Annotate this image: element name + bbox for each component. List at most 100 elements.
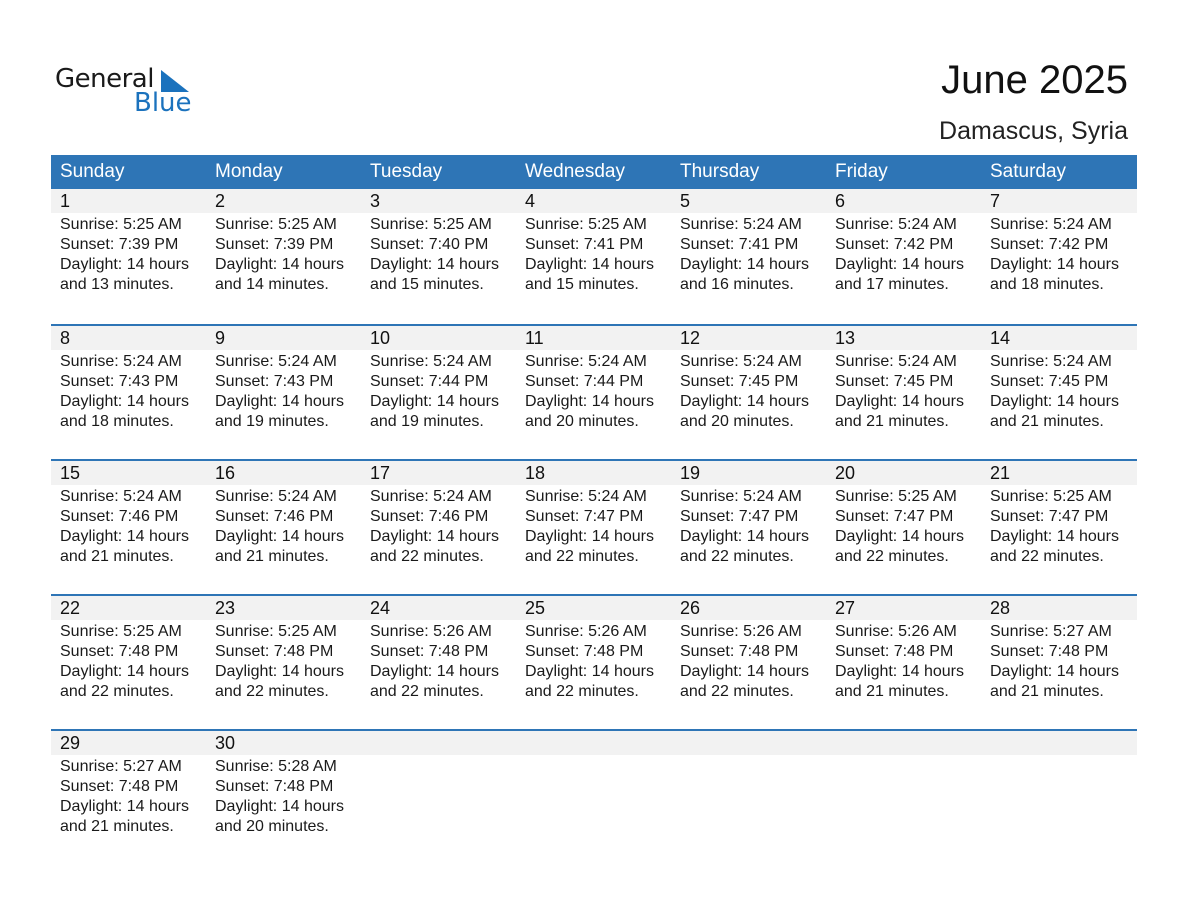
week-row: 15 Sunrise: 5:24 AM Sunset: 7:46 PM Dayligh… <box>51 459 1137 594</box>
sunrise-text: Sunrise: 5:27 AM <box>60 758 182 775</box>
daylight-text: Daylight: 14 hours <box>370 256 499 273</box>
sunset-text: Sunset: 7:46 PM <box>60 508 179 525</box>
daylight-text: Daylight: 14 hours <box>680 393 809 410</box>
day-number: 6 <box>835 191 846 211</box>
daylight-text: Daylight: 14 hours <box>215 256 344 273</box>
day-number: 17 <box>370 463 391 483</box>
sunset-text: Sunset: 7:46 PM <box>215 508 334 525</box>
daylight-minutes-text: and 22 minutes. <box>525 548 639 565</box>
sunset-text: Sunset: 7:39 PM <box>215 236 334 253</box>
sunset-text: Sunset: 7:41 PM <box>525 236 644 253</box>
day-cell: 18 Sunrise: 5:24 AM Sunset: 7:47 PM Dayligh… <box>516 461 671 594</box>
sunset-text: Sunset: 7:43 PM <box>60 373 179 390</box>
daylight-text: Daylight: 14 hours <box>60 663 189 680</box>
day-cell: 17 Sunrise: 5:24 AM Sunset: 7:46 PM Dayligh… <box>361 461 516 594</box>
sunrise-text: Sunrise: 5:25 AM <box>215 623 337 640</box>
sunrise-text: Sunrise: 5:25 AM <box>835 488 957 505</box>
day-cell: 27 Sunrise: 5:26 AM Sunset: 7:48 PM Dayligh… <box>826 596 981 729</box>
day-cell: 15 Sunrise: 5:24 AM Sunset: 7:46 PM Dayligh… <box>51 461 206 594</box>
day-number: 2 <box>215 191 226 211</box>
weekday-2: Tuesday <box>370 161 443 182</box>
location: Damascus, Syria <box>939 117 1128 145</box>
day-cell: 7 Sunrise: 5:24 AM Sunset: 7:42 PM Daylight… <box>981 189 1136 324</box>
day-number-band <box>51 596 1137 620</box>
sunset-text: Sunset: 7:45 PM <box>680 373 799 390</box>
daylight-text: Daylight: 14 hours <box>370 663 499 680</box>
logo-text-general: General <box>55 64 154 94</box>
day-number: 7 <box>990 191 1001 211</box>
day-number: 18 <box>525 463 546 483</box>
daylight-text: Daylight: 14 hours <box>990 528 1119 545</box>
sunrise-text: Sunrise: 5:24 AM <box>370 353 492 370</box>
daylight-minutes-text: and 14 minutes. <box>215 276 329 293</box>
daylight-minutes-text: and 15 minutes. <box>370 276 484 293</box>
week-row: 29 Sunrise: 5:27 AM Sunset: 7:48 PM Dayligh… <box>51 729 1137 864</box>
sunrise-text: Sunrise: 5:26 AM <box>835 623 957 640</box>
daylight-text: Daylight: 14 hours <box>525 663 654 680</box>
day-number: 13 <box>835 328 856 348</box>
sunrise-text: Sunrise: 5:24 AM <box>370 488 492 505</box>
week-row: 1 Sunrise: 5:25 AM Sunset: 7:39 PM Daylight… <box>51 189 1137 324</box>
day-cell: 20 Sunrise: 5:25 AM Sunset: 7:47 PM Dayligh… <box>826 461 981 594</box>
daylight-text: Daylight: 14 hours <box>60 798 189 815</box>
daylight-minutes-text: and 16 minutes. <box>680 276 794 293</box>
day-cell <box>361 731 516 864</box>
day-cell: 22 Sunrise: 5:25 AM Sunset: 7:48 PM Dayligh… <box>51 596 206 729</box>
daylight-text: Daylight: 14 hours <box>215 393 344 410</box>
sunrise-text: Sunrise: 5:24 AM <box>525 353 647 370</box>
sunset-text: Sunset: 7:41 PM <box>680 236 799 253</box>
daylight-text: Daylight: 14 hours <box>835 663 964 680</box>
sunset-text: Sunset: 7:43 PM <box>215 373 334 390</box>
daylight-minutes-text: and 22 minutes. <box>60 683 174 700</box>
daylight-text: Daylight: 14 hours <box>680 528 809 545</box>
sunset-text: Sunset: 7:48 PM <box>525 643 644 660</box>
daylight-text: Daylight: 14 hours <box>60 528 189 545</box>
sunrise-text: Sunrise: 5:24 AM <box>680 488 802 505</box>
day-cell: 21 Sunrise: 5:25 AM Sunset: 7:47 PM Dayligh… <box>981 461 1136 594</box>
day-number: 23 <box>215 598 236 618</box>
sunrise-text: Sunrise: 5:25 AM <box>60 623 182 640</box>
daylight-text: Daylight: 14 hours <box>680 256 809 273</box>
day-number: 25 <box>525 598 546 618</box>
daylight-minutes-text: and 22 minutes. <box>680 548 794 565</box>
sunrise-text: Sunrise: 5:24 AM <box>215 353 337 370</box>
sunset-text: Sunset: 7:48 PM <box>680 643 799 660</box>
daylight-text: Daylight: 14 hours <box>370 393 499 410</box>
logo-text-blue: Blue <box>134 88 192 118</box>
day-cell: 4 Sunrise: 5:25 AM Sunset: 7:41 PM Daylight… <box>516 189 671 324</box>
sunset-text: Sunset: 7:48 PM <box>215 643 334 660</box>
day-number: 16 <box>215 463 236 483</box>
daylight-text: Daylight: 14 hours <box>680 663 809 680</box>
day-cell <box>671 731 826 864</box>
generalblue-logo: General Blue <box>55 64 195 120</box>
daylight-minutes-text: and 19 minutes. <box>215 413 329 430</box>
sunrise-text: Sunrise: 5:25 AM <box>370 216 492 233</box>
day-cell: 3 Sunrise: 5:25 AM Sunset: 7:40 PM Daylight… <box>361 189 516 324</box>
day-number: 1 <box>60 191 71 211</box>
sunset-text: Sunset: 7:44 PM <box>370 373 489 390</box>
day-cell <box>981 731 1136 864</box>
daylight-minutes-text: and 22 minutes. <box>370 548 484 565</box>
day-number: 27 <box>835 598 856 618</box>
daylight-text: Daylight: 14 hours <box>990 256 1119 273</box>
day-cell: 2 Sunrise: 5:25 AM Sunset: 7:39 PM Daylight… <box>206 189 361 324</box>
day-cell: 23 Sunrise: 5:25 AM Sunset: 7:48 PM Dayligh… <box>206 596 361 729</box>
day-cell: 8 Sunrise: 5:24 AM Sunset: 7:43 PM Daylight… <box>51 326 206 459</box>
sunset-text: Sunset: 7:46 PM <box>370 508 489 525</box>
daylight-text: Daylight: 14 hours <box>370 528 499 545</box>
weekday-header: Sunday Monday Tuesday Wednesday Thursday Frid… <box>51 155 1137 189</box>
day-number-band <box>51 461 1137 485</box>
day-cell: 19 Sunrise: 5:24 AM Sunset: 7:47 PM Dayligh… <box>671 461 826 594</box>
weekday-1: Monday <box>215 161 283 182</box>
sunset-text: Sunset: 7:48 PM <box>990 643 1109 660</box>
daylight-minutes-text: and 18 minutes. <box>990 276 1104 293</box>
sunrise-text: Sunrise: 5:25 AM <box>525 216 647 233</box>
sunrise-text: Sunrise: 5:24 AM <box>835 353 957 370</box>
sunset-text: Sunset: 7:39 PM <box>60 236 179 253</box>
sunset-text: Sunset: 7:48 PM <box>60 643 179 660</box>
day-number: 15 <box>60 463 81 483</box>
daylight-minutes-text: and 21 minutes. <box>215 548 329 565</box>
day-number: 8 <box>60 328 71 348</box>
day-number: 24 <box>370 598 391 618</box>
daylight-text: Daylight: 14 hours <box>215 798 344 815</box>
